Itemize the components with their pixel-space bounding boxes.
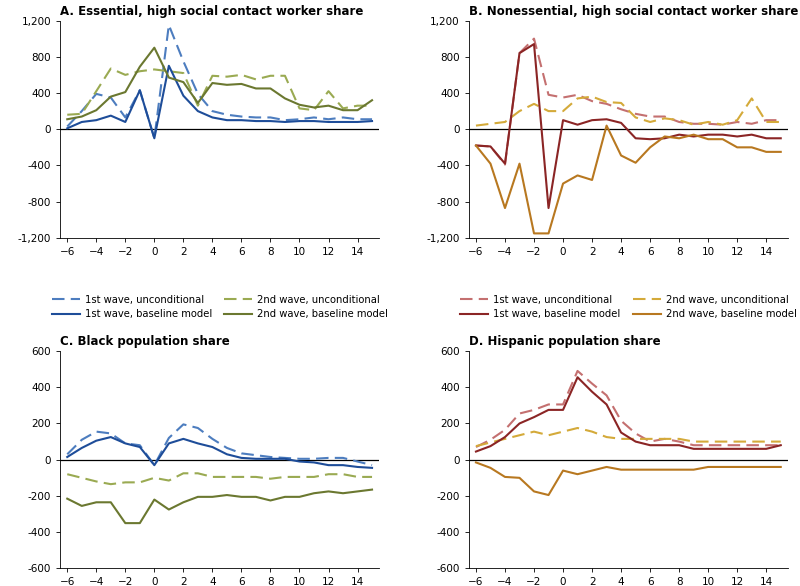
Text: C. Black population share: C. Black population share <box>60 335 230 349</box>
Legend: 1st wave, unconditional, 1st wave, baseline model, 2nd wave, unconditional, 2nd : 1st wave, unconditional, 1st wave, basel… <box>47 291 392 323</box>
Text: B. Nonessential, high social contact worker share: B. Nonessential, high social contact wor… <box>469 5 798 18</box>
Legend: 1st wave, unconditional, 1st wave, baseline model, 2nd wave, unconditional, 2nd : 1st wave, unconditional, 1st wave, basel… <box>456 291 800 323</box>
Text: A. Essential, high social contact worker share: A. Essential, high social contact worker… <box>60 5 363 18</box>
Text: D. Hispanic population share: D. Hispanic population share <box>469 335 660 349</box>
